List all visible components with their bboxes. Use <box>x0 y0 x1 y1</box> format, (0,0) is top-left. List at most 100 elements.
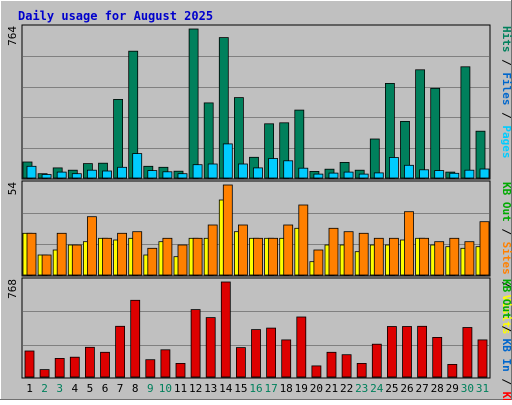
bar-kb-f-day-15 <box>235 347 246 378</box>
legend-separator: / <box>500 106 512 126</box>
bar-kb-f-day-14 <box>220 281 231 378</box>
x-tick-label-day-30: 30 <box>461 382 474 395</box>
bar-hits-day-27 <box>415 69 426 179</box>
bar-kb-f-day-6 <box>100 351 110 378</box>
panel-sites-legend-text: KB Out / Sites / Visits <box>500 182 512 334</box>
bar-kb-f-day-29 <box>447 363 458 378</box>
bar-sites-day-22 <box>343 231 354 276</box>
bar-pages-day-8 <box>132 153 143 179</box>
bar-sites-day-29 <box>449 237 460 276</box>
x-tick-label-day-19: 19 <box>295 382 308 395</box>
legend-item-kb-out: KB Out <box>500 279 512 319</box>
bar-pages-day-27 <box>419 169 430 179</box>
legend-item-kb-out: KB Out <box>500 182 512 222</box>
x-tick-label-day-22: 22 <box>340 382 353 395</box>
bar-sites-day-19 <box>298 204 309 276</box>
bar-sites-day-17 <box>268 237 279 276</box>
series-kb-f <box>24 281 488 378</box>
bar-pages-day-24 <box>373 172 384 179</box>
bar-sites-day-10 <box>162 237 173 276</box>
legend-item-pages: Pages <box>500 125 512 158</box>
bar-hits-day-30 <box>460 66 471 179</box>
bar-pages-day-7 <box>117 166 127 179</box>
bar-kb-f-day-5 <box>85 346 95 378</box>
bar-pages-day-5 <box>87 169 97 179</box>
bar-kb-f-day-27 <box>417 325 428 378</box>
bar-pages-day-13 <box>207 163 218 179</box>
bar-sites-day-24 <box>373 237 384 276</box>
bar-hits-day-12 <box>188 28 199 179</box>
bar-sites-day-7 <box>117 232 127 276</box>
legend-separator: / <box>500 275 512 295</box>
bar-kb-f-day-2 <box>39 369 50 378</box>
x-tick-label-day-8: 8 <box>132 382 139 395</box>
x-tick-label-day-12: 12 <box>189 382 202 395</box>
x-axis-labels: 1 2 3 4 5 6 7 8 9 10 11 12 13 14 15 16 17 18 19 20 21 22 23 24 2… <box>26 382 489 395</box>
bar-kb-f-day-10 <box>160 349 171 378</box>
bar-pages-day-16 <box>253 167 263 179</box>
bar-kb-f-day-18 <box>281 339 292 378</box>
bar-pages-day-9 <box>147 170 158 179</box>
bar-pages-day-25 <box>388 157 399 179</box>
bar-sites-day-12 <box>192 237 203 276</box>
x-tick-label-day-21: 21 <box>325 382 338 395</box>
panel-hits-plot-area <box>21 24 491 180</box>
bar-sites-day-13 <box>207 224 218 276</box>
panel-hits: 764 Hits / Files / Pages <box>6 24 512 180</box>
x-tick-label-day-29: 29 <box>446 382 459 395</box>
bar-kb-f-day-17 <box>266 327 277 378</box>
panel-hits-ymax-label: 764 <box>6 26 19 46</box>
bar-sites-day-27 <box>419 237 430 276</box>
bar-pages-day-11 <box>177 173 188 179</box>
bar-pages-day-18 <box>283 160 294 179</box>
panel-kbytes-legend-text: KB Out / KB In / KB F <box>500 279 512 400</box>
bar-kb-f-day-22 <box>341 354 352 378</box>
x-tick-label-day-7: 7 <box>117 382 124 395</box>
x-tick-label-day-6: 6 <box>102 382 109 395</box>
series-pages <box>26 143 490 179</box>
bar-hits-day-7 <box>113 99 123 179</box>
x-tick-label-day-27: 27 <box>415 382 428 395</box>
legend-separator: / <box>500 222 512 242</box>
x-tick-label-day-18: 18 <box>280 382 293 395</box>
bar-kb-f-day-4 <box>69 356 80 378</box>
legend-item-hits: Hits <box>500 26 512 53</box>
bar-kb-f-day-25 <box>386 326 397 378</box>
bar-sites-day-26 <box>404 211 414 276</box>
x-tick-label-day-11: 11 <box>174 382 187 395</box>
x-tick-label-day-26: 26 <box>400 382 413 395</box>
bar-pages-day-28 <box>434 170 445 179</box>
x-tick-label-day-9: 9 <box>147 382 154 395</box>
panel-kbytes-ymax-label: 768 <box>6 279 19 299</box>
bar-sites-day-28 <box>434 241 445 276</box>
bar-sites-day-16 <box>253 237 263 276</box>
bar-sites-day-20 <box>313 249 324 276</box>
bar-kb-f-day-26 <box>402 326 412 378</box>
legend-item-kb-in: KB In <box>500 339 512 372</box>
bar-sites-day-1 <box>26 232 37 276</box>
bar-hits-day-28 <box>430 87 441 179</box>
bar-sites-day-3 <box>56 232 67 276</box>
panel-hits-legend-text: Hits / Files / Pages <box>500 26 512 159</box>
x-tick-label-day-1: 1 <box>26 382 33 395</box>
bar-kb-f-day-30 <box>462 327 473 378</box>
bar-pages-day-22 <box>343 171 354 179</box>
legend-separator: / <box>500 319 512 339</box>
x-tick-label-day-13: 13 <box>204 382 217 395</box>
bar-kb-f-day-16 <box>251 329 261 378</box>
legend-item-files: Files <box>500 72 512 105</box>
bar-sites-day-18 <box>283 224 294 276</box>
x-tick-label-day-15: 15 <box>234 382 247 395</box>
x-tick-label-day-2: 2 <box>41 382 48 395</box>
bar-kb-f-day-24 <box>371 343 382 378</box>
panel-sites: 54 KB Out / Sites / Visits <box>6 180 512 334</box>
bar-kb-f-day-20 <box>311 365 322 378</box>
bar-sites-day-5 <box>87 216 97 276</box>
bar-kb-f-day-7 <box>115 325 125 378</box>
x-tick-label-day-5: 5 <box>87 382 94 395</box>
bar-kb-f-day-9 <box>145 359 156 378</box>
bar-sites-day-31 <box>479 221 490 276</box>
bar-sites-day-11 <box>177 244 188 276</box>
bar-pages-day-23 <box>358 173 369 179</box>
